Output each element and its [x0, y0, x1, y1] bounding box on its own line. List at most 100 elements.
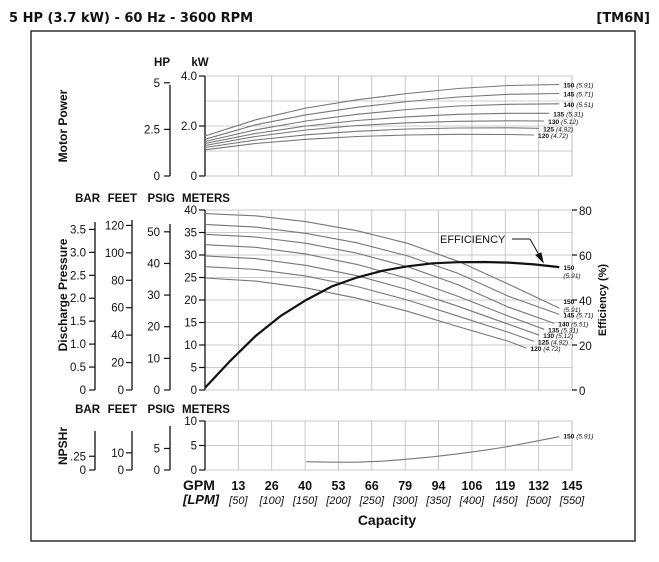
feet-tick-label: 80	[111, 275, 124, 287]
lpm-tick-label: [50]	[228, 495, 248, 507]
chart-frame	[30, 30, 636, 542]
bar-tick-label: 3.0	[70, 247, 86, 259]
npsh-meters-tick-label: 5	[191, 441, 197, 453]
meters-tick-label: 25	[184, 273, 197, 285]
gpm-tick-label: 53	[332, 479, 346, 493]
gpm-axis-label: GPM	[183, 477, 215, 493]
motor-power-curve-label: 140 (5.51)	[563, 102, 593, 109]
npsh-bar-unit-label: BAR	[75, 404, 101, 416]
motor-power-curve-label: 150 (5.91)	[563, 83, 593, 90]
npsh-meters-tick-label: 0	[191, 465, 197, 477]
npsh-psig-unit-label: PSIG	[148, 404, 176, 416]
diameter-label: (5.12)	[559, 119, 578, 126]
head-curve-label: 120 (4.72)	[530, 346, 560, 353]
npsh-bar-tick-label: .25	[70, 451, 86, 463]
kw-tick-label: 4.0	[181, 71, 197, 83]
diameter-label: (4.72)	[549, 133, 568, 140]
psig-tick-label: 30	[147, 290, 160, 302]
head-curve	[204, 277, 527, 349]
meters-tick-label: 10	[184, 340, 197, 352]
curve-labels: 150 (5.91)145 (5.71)140 (5.51)135 (5.31)…	[440, 83, 593, 441]
lpm-tick-label: [100]	[258, 495, 284, 507]
psig-tick-label: 0	[154, 385, 160, 397]
head-curve-label: 140 (5.51)	[558, 321, 588, 328]
feet-tick-label: 20	[111, 358, 124, 370]
diameter-label: (4.92)	[549, 339, 568, 346]
motor-power-title: Motor Power	[56, 89, 70, 162]
diameter-label: (5.31)	[559, 327, 578, 334]
head-curve	[204, 213, 560, 309]
diameter-label: (4.72)	[541, 346, 560, 353]
motor-power-curve-label: 130 (5.12)	[548, 119, 578, 126]
lpm-tick-label: [400]	[459, 495, 485, 507]
motor-power-curve	[204, 112, 550, 145]
npsh-meters-unit-label: METERS	[182, 404, 230, 416]
motor-power-curve	[204, 133, 535, 151]
lpm-tick-label: [450]	[492, 495, 518, 507]
efficiency-axis-title: Efficiency (%)	[597, 264, 609, 336]
lpm-tick-label: [350]	[425, 495, 451, 507]
meters-unit-label: METERS	[182, 193, 230, 205]
lpm-axis-label: [LPM]	[182, 492, 220, 507]
bar-tick-label: 1.0	[70, 339, 86, 351]
head-curve-label: 130 (5.12)	[543, 333, 573, 340]
kw-tick-label: 0	[191, 171, 197, 183]
efficiency-curve-diameter: (5.91)	[563, 273, 580, 280]
lpm-tick-label: [550]	[559, 495, 585, 507]
head-curve-label: 145 (5.71)	[563, 312, 593, 319]
feet-tick-label: 40	[111, 330, 124, 342]
diameter-label: (5.51)	[569, 321, 588, 328]
gpm-tick-label: 145	[562, 479, 583, 493]
head-curve-label: 135 (5.31)	[548, 327, 578, 334]
meters-tick-label: 40	[184, 205, 197, 217]
lpm-tick-label: [150]	[292, 495, 318, 507]
diameter-label: (5.12)	[554, 333, 573, 340]
npshr-curve-label: 150 (5.91)	[563, 434, 593, 441]
efficiency-tick-label: 40	[579, 296, 592, 308]
hp-tick-label: 0	[154, 171, 160, 183]
gpm-tick-label: 26	[265, 479, 279, 493]
motor-power-curve-label: 135 (5.31)	[553, 111, 583, 118]
hp-unit-label: HP	[154, 57, 170, 69]
head-curve-diameter: (5.91)	[563, 307, 580, 314]
kw-unit-label: kW	[191, 57, 208, 69]
bar-tick-label: 2.5	[70, 270, 86, 282]
feet-tick-label: 0	[118, 385, 124, 397]
meters-tick-label: 35	[184, 228, 197, 240]
gpm-tick-label: 132	[528, 479, 549, 493]
gpm-tick-label: 106	[461, 479, 482, 493]
lpm-tick-label: [250]	[359, 495, 385, 507]
psig-tick-label: 40	[147, 258, 160, 270]
diameter-label: (4.92)	[554, 126, 573, 133]
efficiency-curve	[204, 260, 560, 389]
psig-tick-label: 20	[147, 322, 160, 334]
gpm-tick-label: 40	[298, 479, 312, 493]
bar-tick-label: 1.5	[70, 316, 86, 328]
hp-tick-label: 5	[154, 78, 160, 90]
motor-power-curve-label: 145 (5.71)	[563, 92, 593, 99]
efficiency-tick-label: 60	[579, 251, 592, 263]
gpm-tick-label: 66	[365, 479, 379, 493]
psig-unit-label: PSIG	[148, 193, 176, 205]
efficiency-curve-label: 150	[563, 265, 574, 272]
feet-tick-label: 100	[105, 248, 124, 260]
npsh-feet-tick-label: 0	[118, 465, 124, 477]
npsh-bar-tick-label: 0	[80, 465, 86, 477]
motor-power-curve	[204, 120, 545, 147]
meters-tick-label: 20	[184, 295, 197, 307]
gpm-tick-label: 119	[495, 479, 515, 493]
diameter-label: (5.71)	[574, 312, 593, 319]
lpm-tick-label: [500]	[525, 495, 551, 507]
head-curve	[204, 266, 535, 342]
capacity-axis-title: Capacity	[358, 512, 417, 528]
bar-tick-label: 0.5	[70, 362, 86, 374]
gpm-tick-label: 79	[398, 479, 412, 493]
head-curve-label: 150	[563, 299, 574, 306]
gpm-tick-label: 13	[231, 479, 245, 493]
model-code: [TM6N]	[596, 11, 650, 26]
diameter-label: (5.71)	[574, 92, 593, 99]
motor-power-curve-label: 125 (4.92)	[543, 126, 573, 133]
efficiency-tick-label: 80	[579, 206, 592, 218]
